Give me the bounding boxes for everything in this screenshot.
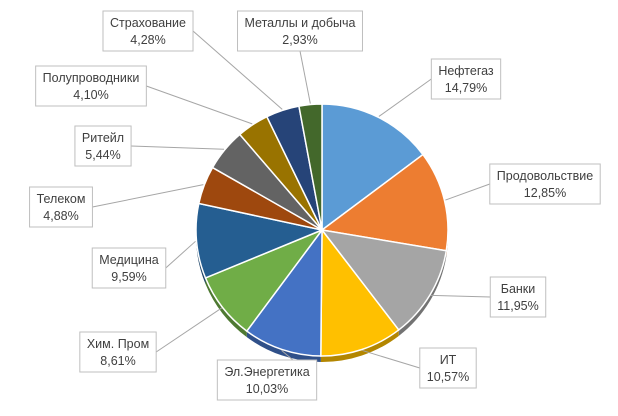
leader-line-7 [165,240,196,269]
value-label: 8,61% [100,354,135,368]
data-label-box [29,186,93,228]
category-label: Телеком [37,192,86,206]
pie-slice-7[interactable] [195,202,325,279]
category-label: ИТ [440,353,457,367]
data-label-2: Продовольствие 12,85% [489,163,601,205]
category-label: Хим. Пром [87,337,149,351]
category-label: Полупроводники [43,71,140,85]
leader-line-9 [131,145,225,150]
value-label: 9,59% [111,270,146,284]
leader-line-12 [299,50,311,104]
pie-slices [195,103,449,357]
leader-line-11 [192,30,283,110]
data-label-11: Страхование 4,28% [102,10,194,52]
data-label-box [79,331,157,373]
pie-slice-4[interactable] [320,227,400,357]
category-label: Эл.Энергетика [224,365,309,379]
pie-slice-side-5 [246,331,321,362]
value-label: 4,88% [43,209,78,223]
pie-slice-2[interactable] [320,153,449,252]
data-label-box [91,247,167,289]
value-label: 2,93% [282,33,317,47]
value-label: 12,85% [524,186,566,200]
data-label-7: Медицина 9,59% [91,247,167,289]
pie-slice-3[interactable] [320,228,448,332]
data-label-box [35,65,147,107]
data-label-12: Металлы и добыча 2,93% [237,10,363,52]
data-label-box [216,359,318,401]
category-label: Банки [501,282,536,296]
pie-slice-side-6 [205,277,247,338]
data-label-1: Нефтегаз 14,79% [430,58,502,100]
data-label-box [489,276,547,318]
data-label-box [489,163,601,205]
data-label-4: ИТ 10,57% [419,347,477,389]
data-label-box [237,10,363,52]
value-label: 4,10% [73,88,108,102]
pie-depth [196,230,448,363]
leader-line-3 [430,294,491,298]
value-label: 10,57% [427,370,469,384]
data-label-box [74,125,132,167]
data-label-box [102,10,194,52]
data-label-box [430,58,502,100]
data-label-3: Банки 11,95% [489,276,547,318]
data-label-box [419,347,477,389]
category-label: Медицина [99,253,159,267]
data-label-5: Эл.Энергетика 10,03% [216,359,318,401]
value-label: 11,95% [497,299,538,313]
data-label-8: Телеком 4,88% [29,186,93,228]
category-label: Ритейл [82,131,124,145]
leader-line-8 [92,184,204,208]
data-labels: Нефтегаз 14,79% Продовольствие 12,85% Банки 1… [29,10,601,401]
data-label-6: Хим. Пром 8,61% [79,331,157,373]
pie-slice-5[interactable] [245,227,323,357]
value-label: 14,79% [445,81,487,95]
leader-line-4 [362,349,420,369]
leader-line-6 [155,307,223,353]
category-label: Продовольствие [497,169,593,183]
leader-line-10 [146,85,253,125]
category-label: Нефтегаз [438,64,494,78]
category-label: Металлы и добыча [245,16,356,30]
pie-slice-1[interactable] [321,103,424,232]
data-label-9: Ритейл 5,44% [74,125,132,167]
value-label: 5,44% [85,148,120,162]
pie-slice-side-4 [320,329,399,363]
leader-line-1 [378,78,432,117]
leader-line-2 [445,183,490,201]
data-label-10: Полупроводники 4,10% [35,65,147,107]
value-label: 10,03% [246,382,288,396]
pie-slice-side-3 [398,250,447,336]
pie-slice-12[interactable] [298,103,323,231]
category-label: Страхование [110,16,186,30]
pie-slice-side-7 [196,230,206,284]
value-label: 4,28% [130,33,165,47]
